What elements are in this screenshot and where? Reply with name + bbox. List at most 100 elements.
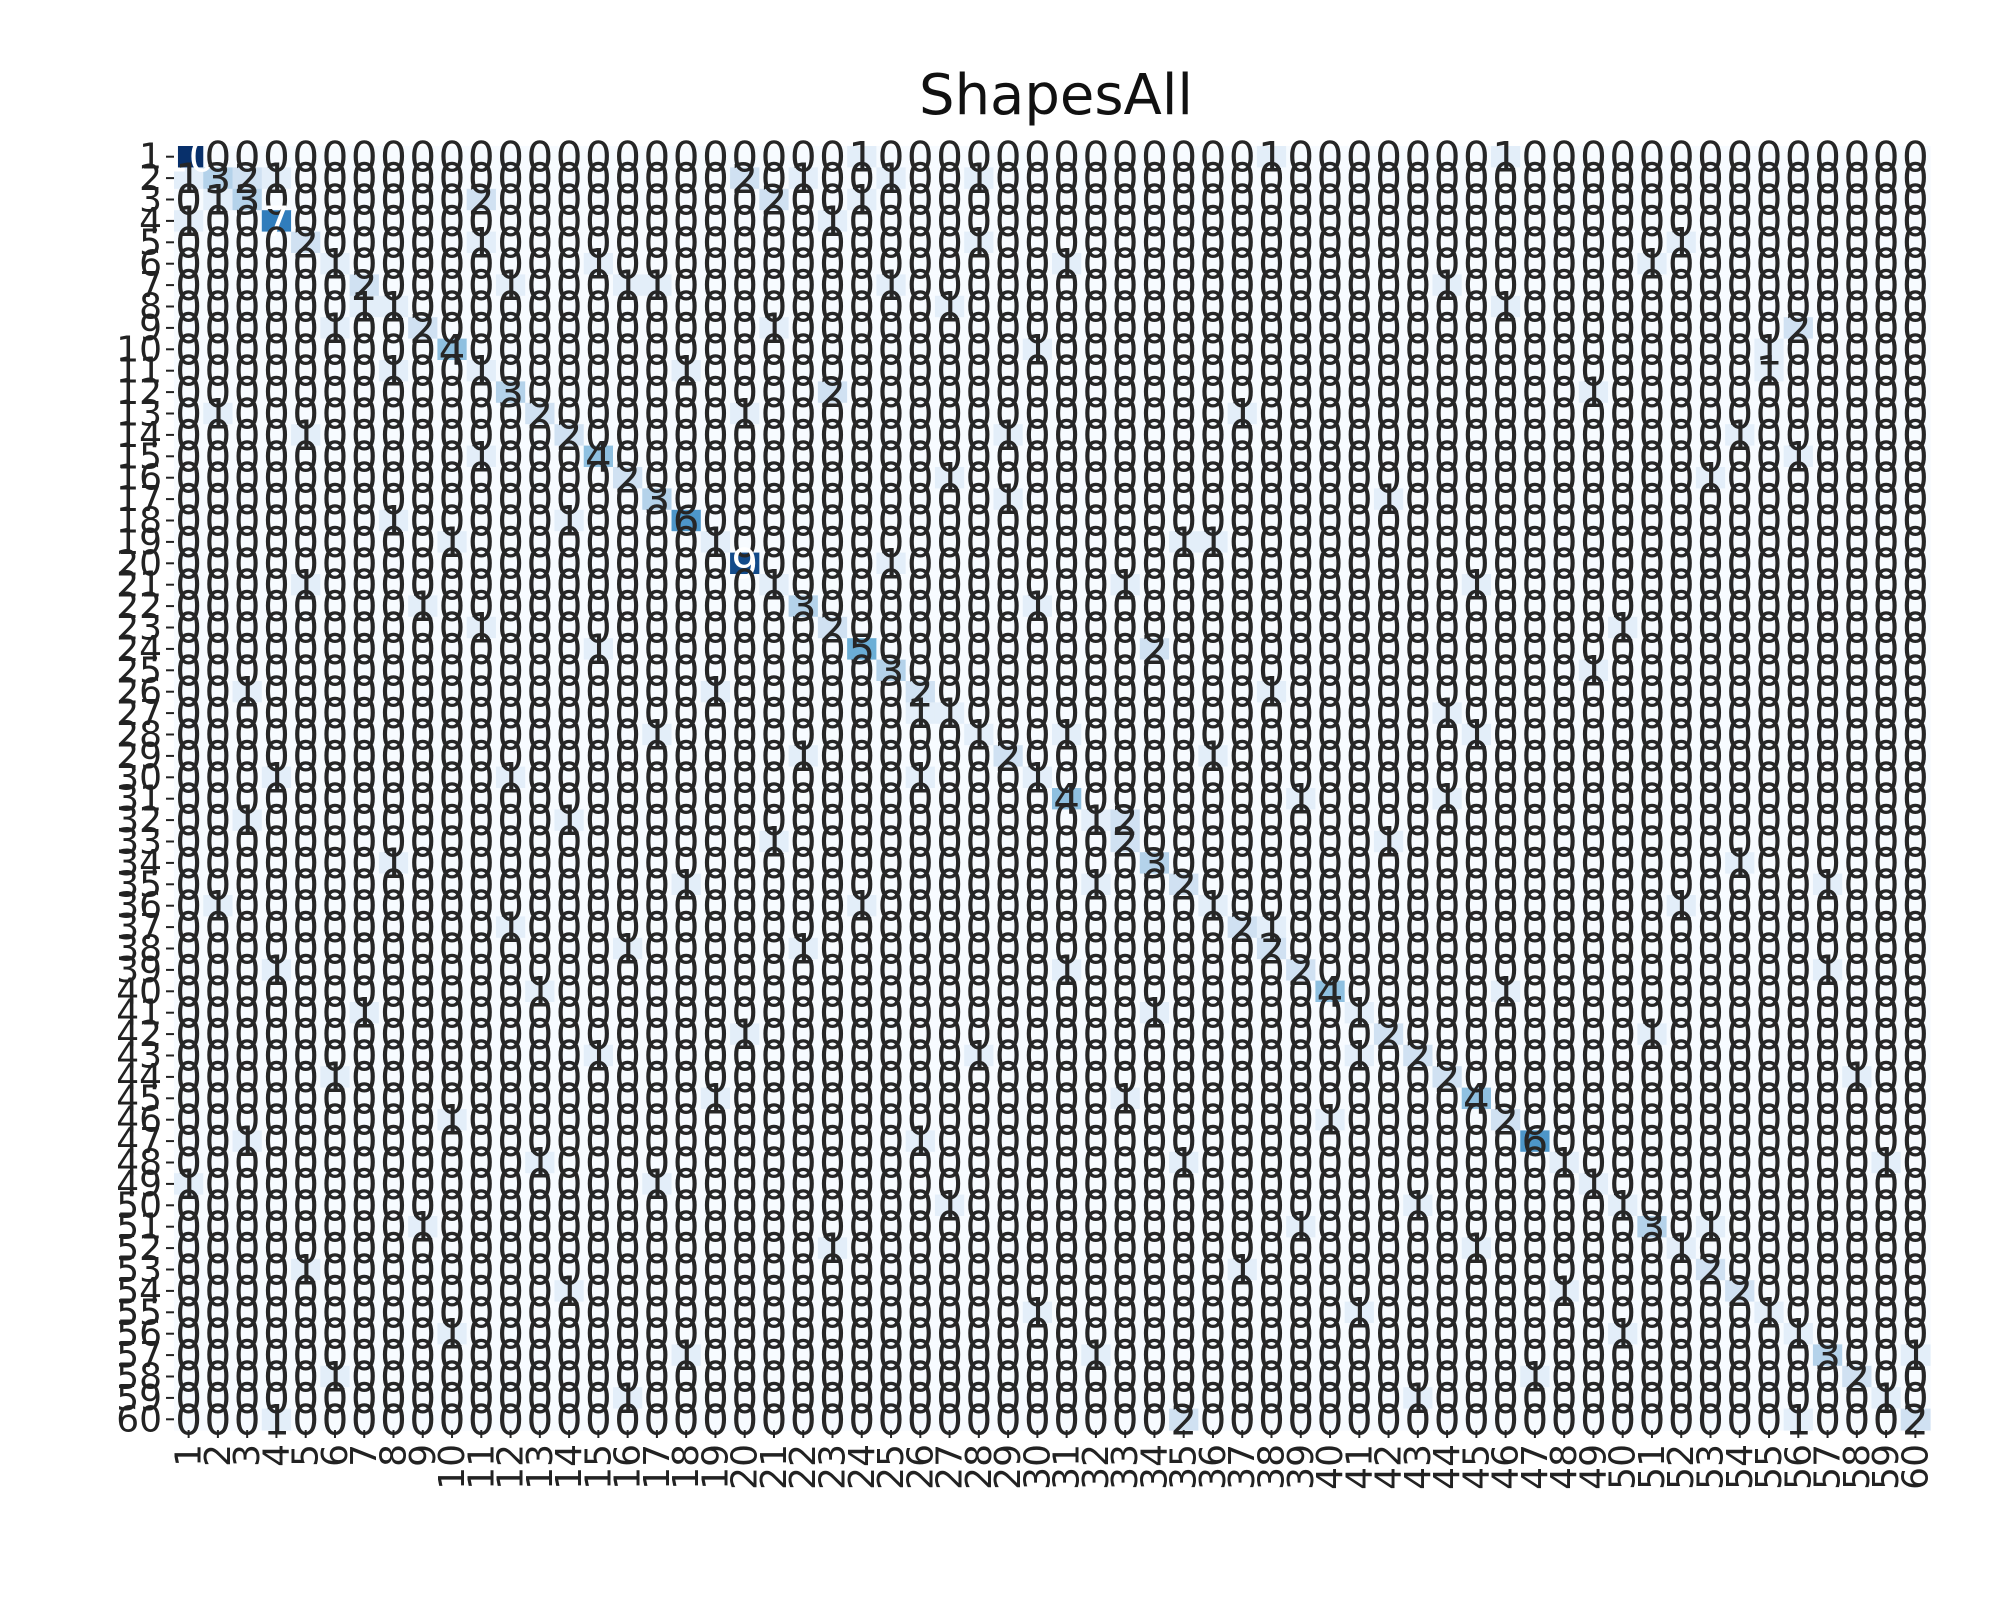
heatmap-cell xyxy=(1432,146,1463,168)
heatmap-cell xyxy=(1871,167,1902,190)
heatmap-cell xyxy=(261,188,292,211)
heatmap-cell xyxy=(847,146,877,168)
heatmap-cell xyxy=(1754,167,1785,190)
heatmap-cell xyxy=(993,146,1024,168)
heatmap-cell xyxy=(1549,146,1580,168)
heatmap-cell xyxy=(232,188,263,211)
heatmap-cell xyxy=(554,146,585,168)
heatmap-cell xyxy=(437,167,468,190)
heatmap-cell xyxy=(1344,146,1375,168)
heatmap-cell xyxy=(583,146,614,168)
heatmap-cell xyxy=(759,167,790,190)
heatmap-cell xyxy=(671,146,702,168)
heatmap-cell xyxy=(905,146,936,168)
heatmap-cell xyxy=(817,167,848,190)
heatmap-cell xyxy=(934,167,965,190)
heatmap-cell xyxy=(1344,167,1375,190)
heatmap-cell xyxy=(203,188,234,211)
heatmap-cell xyxy=(1052,146,1082,168)
heatmap-cell xyxy=(1256,167,1287,190)
heatmap-cell xyxy=(1373,146,1404,168)
heatmap-cell xyxy=(174,146,204,168)
heatmap-cell xyxy=(232,167,263,190)
heatmap-cell xyxy=(1900,146,1931,168)
heatmap-cell xyxy=(1637,146,1668,168)
heatmap-cell xyxy=(934,146,965,168)
heatmap-cell xyxy=(1871,146,1902,168)
heatmap-cell xyxy=(700,146,731,168)
heatmap-cell xyxy=(495,146,526,168)
heatmap-cell xyxy=(1022,167,1053,190)
heatmap-cell xyxy=(495,167,526,190)
heatmap-cell xyxy=(1461,146,1492,168)
heatmap-cell xyxy=(408,167,438,190)
heatmap-cell xyxy=(1842,167,1873,190)
heatmap-cell xyxy=(964,146,995,168)
heatmap-cell xyxy=(1578,146,1609,168)
heatmap-cell xyxy=(1139,167,1170,190)
heatmap-cell xyxy=(1169,167,1199,190)
heatmap-cell xyxy=(1286,167,1316,190)
heatmap-cell xyxy=(759,146,790,168)
heatmap-cell xyxy=(1578,167,1609,190)
heatmap-cell xyxy=(291,167,321,190)
heatmap-cell xyxy=(1520,167,1551,190)
heatmap-cell xyxy=(1520,146,1551,168)
heatmap-cell xyxy=(1256,146,1287,168)
heatmap-cell xyxy=(349,146,380,168)
heatmap-cell xyxy=(1315,146,1346,168)
heatmap-cell xyxy=(817,146,848,168)
heatmap-cell xyxy=(1783,146,1814,168)
heatmap-cell xyxy=(291,146,321,168)
heatmap-cell xyxy=(1491,167,1521,190)
heatmap-cell xyxy=(525,146,556,168)
heatmap-cell xyxy=(1403,146,1434,168)
heatmap-cell xyxy=(1052,167,1082,190)
heatmap-cell xyxy=(1666,167,1697,190)
heatmap-cell xyxy=(174,167,204,190)
heatmap-cell xyxy=(730,146,760,168)
heatmap-cell xyxy=(261,146,292,168)
heatmap-cell xyxy=(349,167,380,190)
heatmap-cell xyxy=(378,146,409,168)
heatmap-cell xyxy=(905,167,936,190)
heatmap-cell xyxy=(1373,167,1404,190)
heatmap-cell xyxy=(554,167,585,190)
heatmap-cell xyxy=(203,146,234,168)
heatmap-cell xyxy=(320,146,351,168)
heatmap-cell xyxy=(1432,167,1463,190)
heatmap-cell xyxy=(847,167,877,190)
heatmap-cell xyxy=(174,188,204,211)
heatmap-cell xyxy=(1198,167,1229,190)
heatmap-cell xyxy=(613,167,643,190)
heatmap-cell xyxy=(1227,146,1258,168)
heatmap-cell xyxy=(261,167,292,190)
heatmap-cells xyxy=(174,146,1931,1431)
heatmap-cell xyxy=(1783,167,1814,190)
heatmap-cell xyxy=(671,167,702,190)
heatmap-cell xyxy=(320,167,351,190)
heatmap-cell xyxy=(1812,146,1843,168)
heatmap-cell xyxy=(1608,167,1638,190)
heatmap-cell xyxy=(1900,167,1931,190)
heatmap-cell xyxy=(876,146,907,168)
heatmap-cell xyxy=(1403,167,1434,190)
heatmap-cell xyxy=(437,146,468,168)
heatmap-cell xyxy=(1110,167,1141,190)
heatmap-cell xyxy=(1725,146,1755,168)
heatmap-cell xyxy=(1461,167,1492,190)
heatmap-cell xyxy=(876,167,907,190)
heatmap-cell xyxy=(378,167,409,190)
heatmap-cell xyxy=(613,146,643,168)
heatmap-cell xyxy=(1286,146,1316,168)
heatmap-cell xyxy=(203,167,234,190)
heatmap-cell xyxy=(1227,167,1258,190)
heatmap-cell xyxy=(1139,146,1170,168)
heatmap-cell xyxy=(466,167,497,190)
heatmap-cell xyxy=(1842,146,1873,168)
heatmap-cell xyxy=(1637,167,1668,190)
heatmap-cell xyxy=(1081,167,1112,190)
heatmap-cell xyxy=(1315,167,1346,190)
heatmap-cell xyxy=(1695,167,1726,190)
heatmap-cell xyxy=(788,146,819,168)
